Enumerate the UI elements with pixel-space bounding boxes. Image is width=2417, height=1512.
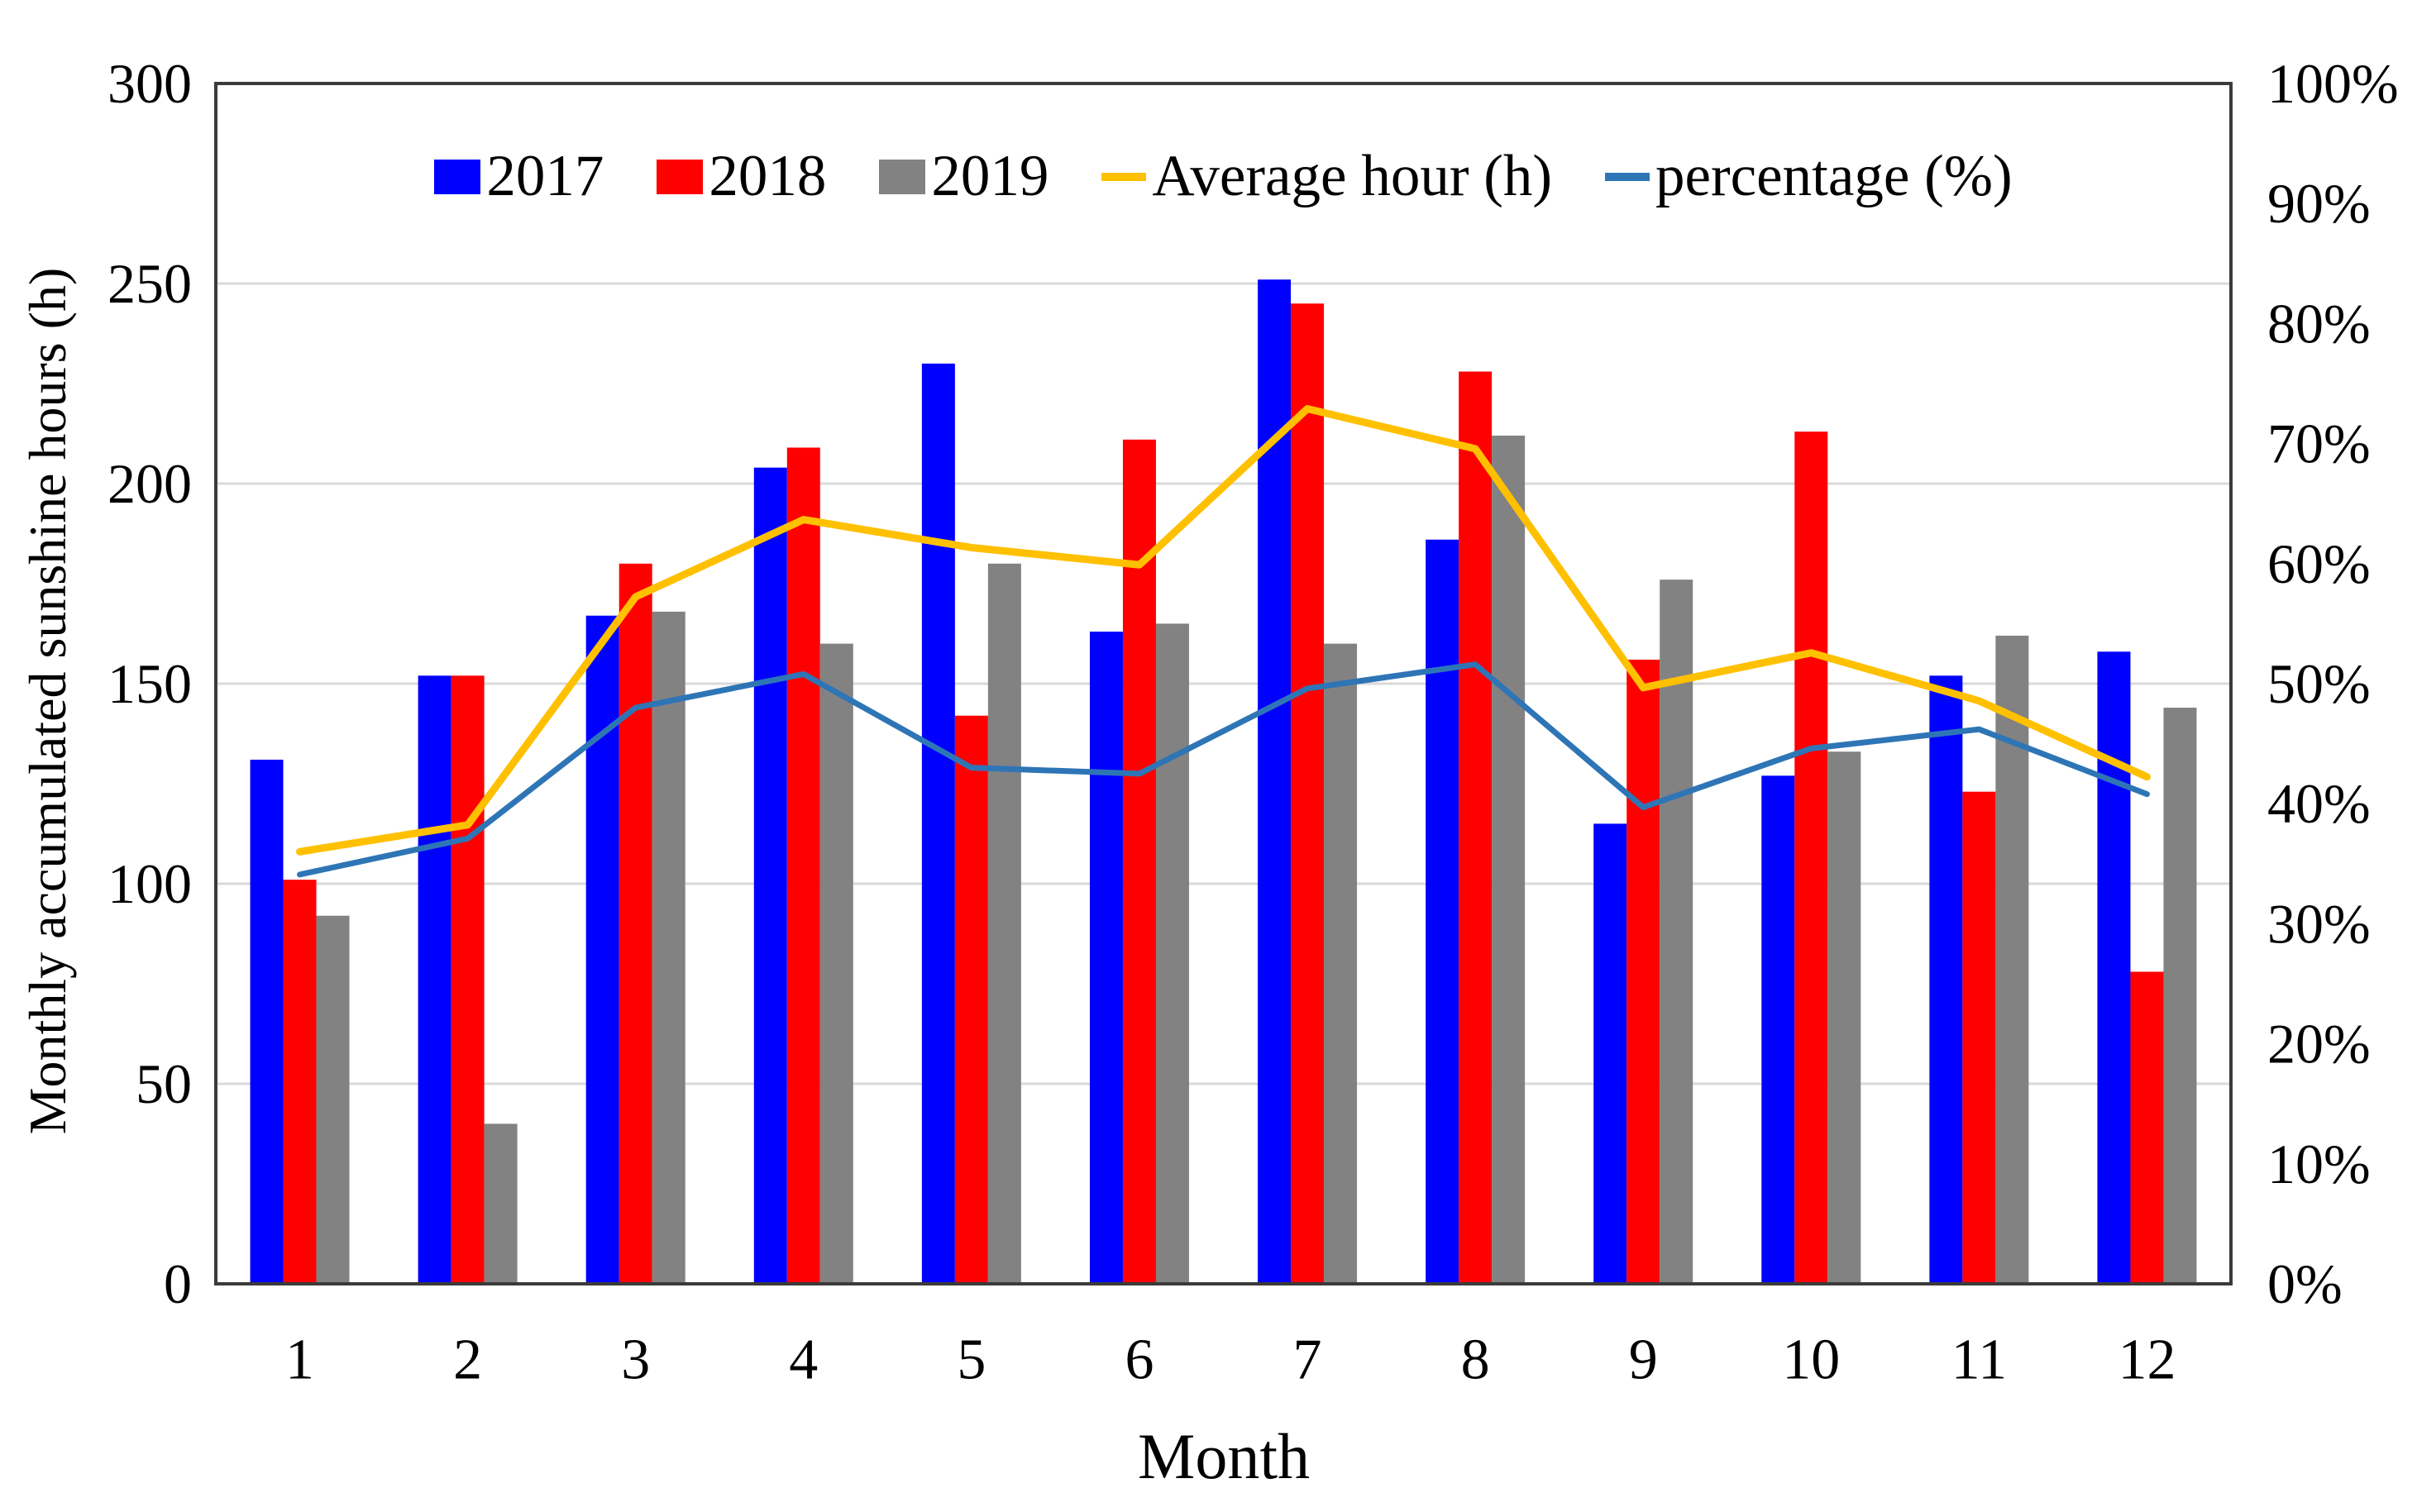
bar-2018-month-2: [451, 675, 485, 1284]
legend-line-percentage-: [1605, 172, 1650, 181]
y-right-tick-90%: 90%: [2267, 172, 2371, 235]
y-right-tick-80%: 80%: [2267, 292, 2371, 355]
plot-border: [214, 82, 2233, 1285]
bar-2018-month-8: [1459, 371, 1493, 1285]
bar-2018-month-11: [1962, 791, 1996, 1284]
bar-2019-month-4: [819, 643, 853, 1284]
bar-2018-month-1: [283, 880, 317, 1284]
legend-label: 2017: [486, 144, 604, 208]
y-right-tick-70%: 70%: [2267, 413, 2371, 475]
legend-item-average-hour-h-: Average hour (h): [1101, 147, 1552, 206]
y-right-tick-20%: 20%: [2267, 1013, 2371, 1076]
bar-2019-month-7: [1324, 643, 1358, 1284]
bar-2018-month-7: [1291, 303, 1325, 1285]
legend-swatch-2019: [879, 159, 926, 194]
bar-2018-month-5: [954, 715, 988, 1284]
x-tick-2: 2: [453, 1328, 482, 1392]
chart-legend: 2017 2018 2019 Average hour (h) percentage (…: [216, 147, 2231, 206]
bar-2019-month-12: [2163, 708, 2197, 1284]
bar-2018-month-9: [1626, 659, 1660, 1284]
legend-swatch-2018: [657, 159, 704, 194]
x-tick-12: 12: [2118, 1328, 2176, 1392]
y-right-tick-60%: 60%: [2267, 532, 2371, 595]
x-tick-11: 11: [1951, 1328, 2007, 1392]
line-percentage: [297, 661, 2150, 878]
x-tick-8: 8: [1461, 1328, 1490, 1392]
y-left-tick-50: 50: [136, 1052, 192, 1115]
y-left-tick-0: 0: [164, 1252, 192, 1315]
legend-swatch-2017: [434, 159, 481, 194]
legend-item-2017: 2017: [434, 147, 604, 206]
x-tick-10: 10: [1782, 1328, 1840, 1392]
bar-2019-month-8: [1492, 435, 1526, 1285]
x-axis-title: Month: [1137, 1420, 1311, 1492]
bar-2018-month-3: [619, 563, 652, 1284]
legend-label: 2018: [709, 144, 827, 208]
y-right-tick-40%: 40%: [2267, 772, 2371, 835]
y-left-tick-250: 250: [107, 252, 192, 315]
y-left-tick-200: 200: [107, 452, 192, 515]
bar-2017-month-4: [753, 467, 787, 1284]
legend-item-2018: 2018: [657, 147, 826, 206]
line-average-hour: [296, 404, 2151, 856]
bar-2017-month-12: [2097, 651, 2131, 1284]
x-tick-5: 5: [957, 1328, 986, 1392]
legend-item-2019: 2019: [879, 147, 1048, 206]
bar-2017-month-5: [921, 363, 955, 1284]
y-right-tick-50%: 50%: [2267, 652, 2371, 715]
bar-2019-month-5: [987, 563, 1021, 1284]
bar-2019-month-6: [1155, 623, 1189, 1284]
x-tick-1: 1: [285, 1328, 314, 1392]
y-left-tick-150: 150: [107, 652, 192, 715]
bar-2019-month-2: [484, 1123, 518, 1284]
bar-2019-month-10: [1827, 751, 1861, 1284]
y-right-tick-0%: 0%: [2267, 1252, 2343, 1315]
bar-2017-month-6: [1089, 632, 1123, 1284]
x-tick-6: 6: [1125, 1328, 1154, 1392]
y-right-tick-100%: 100%: [2267, 52, 2399, 115]
legend-label: percentage (%): [1655, 144, 2013, 208]
bar-2018-month-10: [1794, 432, 1828, 1284]
legend-line-average-hour-h-: [1101, 172, 1147, 181]
bar-2019-month-11: [1995, 635, 2029, 1284]
y-left-tick-300: 300: [107, 52, 192, 115]
bar-2017-month-11: [1929, 675, 1963, 1284]
bar-2017-month-3: [585, 615, 619, 1284]
bar-2018-month-6: [1122, 439, 1156, 1284]
bar-2017-month-2: [418, 675, 451, 1284]
y-right-tick-30%: 30%: [2267, 892, 2371, 955]
bar-2017-month-9: [1593, 823, 1627, 1284]
bar-2019-month-3: [652, 611, 685, 1284]
bar-2019-month-1: [316, 915, 350, 1284]
bar-2017-month-1: [250, 759, 284, 1284]
y-right-tick-10%: 10%: [2267, 1133, 2371, 1195]
bar-2018-month-4: [786, 447, 820, 1284]
y-left-tick-100: 100: [107, 852, 192, 915]
bar-2017-month-10: [1761, 775, 1795, 1284]
x-tick-9: 9: [1629, 1328, 1658, 1392]
legend-item-percentage-: percentage (%): [1605, 147, 2013, 206]
x-tick-7: 7: [1293, 1328, 1322, 1392]
legend-label: 2019: [931, 144, 1049, 208]
bar-2018-month-12: [2130, 971, 2164, 1284]
bar-2019-month-9: [1660, 580, 1693, 1284]
legend-label: Average hour (h): [1152, 144, 1552, 208]
y-axis-title: Monthly accumulated sunshine hours (h): [18, 267, 77, 1135]
bar-2017-month-8: [1426, 539, 1459, 1284]
x-tick-3: 3: [621, 1328, 650, 1392]
x-tick-4: 4: [789, 1328, 818, 1392]
